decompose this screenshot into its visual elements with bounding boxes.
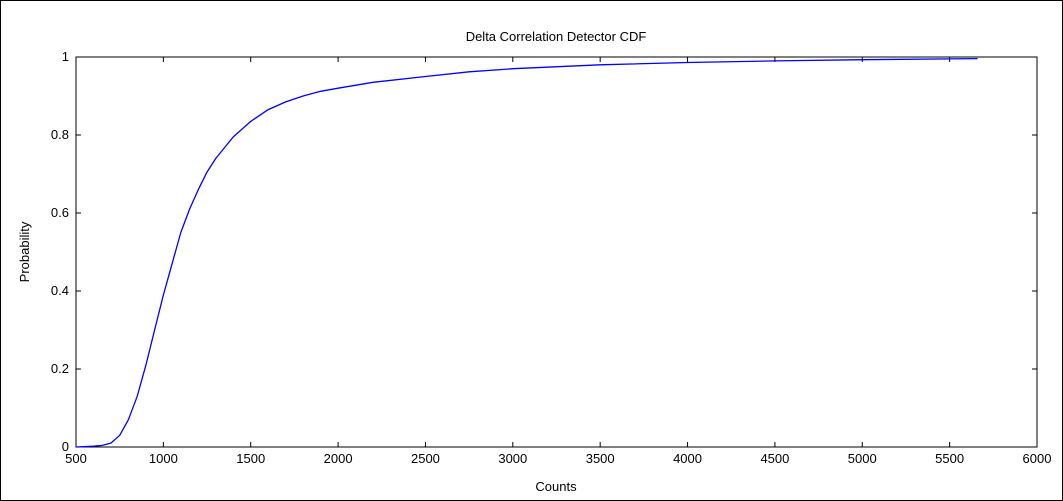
x-axis-label: Counts — [535, 479, 577, 494]
x-tick-label: 5000 — [848, 451, 877, 466]
x-tick-label: 1000 — [149, 451, 178, 466]
y-tick-label: 0.2 — [51, 361, 69, 376]
chart-title: Delta Correlation Detector CDF — [466, 29, 647, 44]
y-axis-label: Probability — [17, 221, 32, 282]
x-tick-label: 2000 — [324, 451, 353, 466]
y-tick-label: 0 — [62, 439, 69, 454]
x-tick-label: 5500 — [935, 451, 964, 466]
x-tick-label: 6000 — [1023, 451, 1052, 466]
cdf-series-line — [75, 57, 978, 448]
y-tick-label: 0.6 — [51, 205, 69, 220]
y-tick-label: 1 — [62, 49, 69, 64]
plot-area — [75, 56, 1038, 448]
x-tick-label: 3500 — [586, 451, 615, 466]
y-tick-label: 0.4 — [51, 283, 69, 298]
x-tick-label: 3000 — [498, 451, 527, 466]
x-tick-label: 4500 — [760, 451, 789, 466]
y-tick-label: 0.8 — [51, 127, 69, 142]
x-tick-label: 4000 — [673, 451, 702, 466]
x-tick-label: 2500 — [411, 451, 440, 466]
x-tick-label: 500 — [65, 451, 87, 466]
x-tick-label: 1500 — [236, 451, 265, 466]
